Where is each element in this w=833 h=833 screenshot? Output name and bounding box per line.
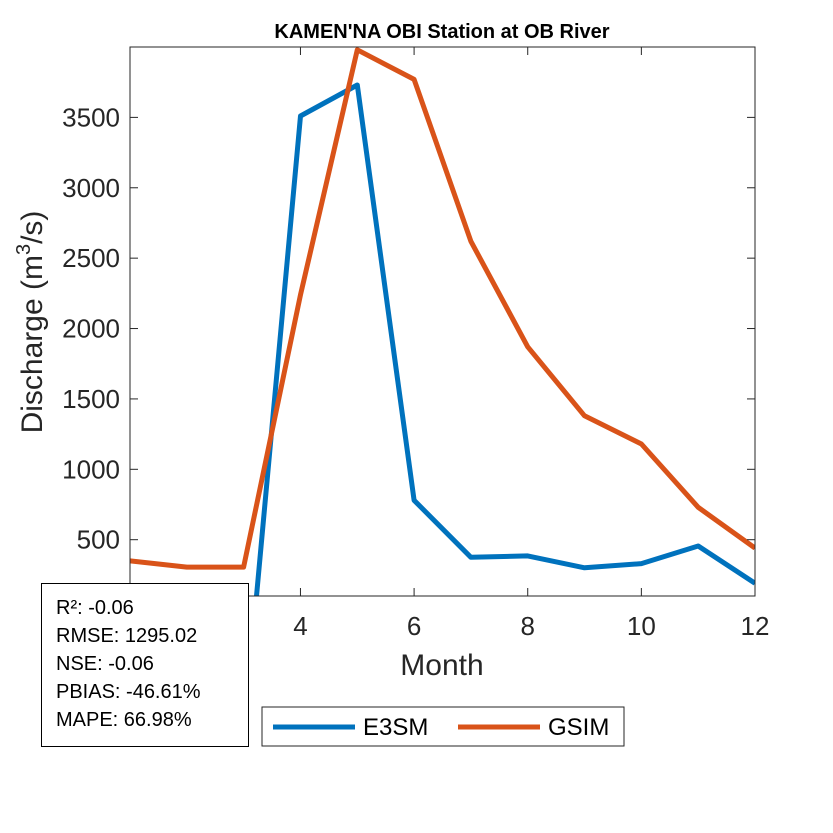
stat-mape: MAPE: 66.98% — [56, 709, 192, 731]
y-axis-label-sup: 3 — [13, 244, 35, 255]
stat-pbias: PBIAS: -46.61% — [56, 681, 201, 703]
y-tick-label: 2500 — [62, 243, 120, 273]
series-line-gsim — [130, 47, 755, 570]
y-tick-label: 1000 — [62, 454, 120, 484]
y-axis-label-tail: /s) — [16, 211, 49, 244]
x-tick-label: 12 — [741, 611, 770, 641]
y-axis-label-main: Discharge (m — [16, 255, 49, 433]
plot-area — [130, 47, 755, 596]
series-line-e3sm — [253, 82, 755, 596]
stat-nse: NSE: -0.06 — [56, 653, 154, 675]
x-tick-label: 8 — [520, 611, 534, 641]
axis-ticks: 500 1000 1500 2000 2500 3000 3500 4 6 8 10 12 — [62, 47, 769, 641]
x-tick-label: 4 — [293, 611, 307, 641]
y-tick-label: 2000 — [62, 314, 120, 344]
chart-title: KAMEN'NA OBI Station at OB River — [274, 21, 609, 43]
y-tick-label: 3000 — [62, 173, 120, 203]
stat-rmse: RMSE: 1295.02 — [56, 625, 198, 647]
y-tick-label: 1500 — [62, 384, 120, 414]
stat-r2: R²: -0.06 — [56, 597, 134, 619]
legend-label-gsim: GSIM — [548, 714, 609, 741]
statistics-box: R²: -0.06 RMSE: 1295.02 NSE: -0.06 PBIAS… — [41, 583, 249, 747]
y-axis-label: Discharge (m3/s) — [13, 211, 49, 434]
y-tick-label: 3500 — [62, 102, 120, 132]
legend: E3SM GSIM — [261, 706, 625, 747]
legend-label-e3sm: E3SM — [363, 714, 428, 741]
axes-box — [129, 46, 756, 597]
x-tick-label: 6 — [407, 611, 421, 641]
y-tick-label: 500 — [77, 525, 120, 555]
x-axis-label: Month — [400, 649, 483, 682]
x-tick-label: 10 — [627, 611, 656, 641]
